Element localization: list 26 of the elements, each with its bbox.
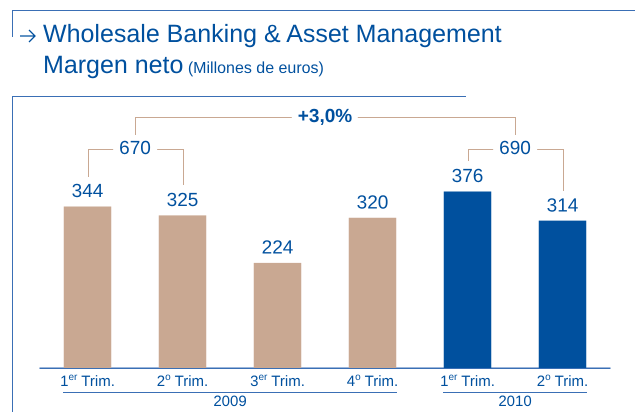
chart-subtitle: Margen neto (43, 51, 184, 79)
data-label: 344 (72, 181, 104, 202)
bar (444, 191, 492, 368)
chart-title: Wholesale Banking & Asset Management (43, 19, 502, 49)
x-tick-label: 2$^{o}$ Trim. (156, 372, 208, 390)
text: 690 (493, 138, 537, 160)
x-tick-label: 3$^{er}$ Trim. (250, 372, 305, 390)
text: +3,0% (292, 106, 358, 128)
x-tick-label: 2$^{o}$ Trim. (536, 372, 588, 390)
bar (64, 206, 112, 368)
text: 2010 (498, 393, 532, 410)
bar (348, 218, 396, 368)
x-tick-label: 1$^{er}$ Trim. (60, 372, 115, 390)
data-label: 224 (262, 238, 294, 259)
text: 670 (113, 138, 157, 160)
bar (538, 220, 586, 368)
data-label: 376 (452, 166, 484, 188)
bar (158, 215, 206, 368)
data-label: 320 (356, 192, 388, 214)
data-label: 314 (546, 195, 579, 216)
bar (254, 262, 302, 368)
data-label: 325 (166, 190, 198, 212)
x-tick-label: 4$^{o}$ Trim. (346, 372, 398, 390)
text: (Millones de euros) (188, 60, 324, 77)
x-tick-label: 1$^{er}$ Trim. (440, 372, 495, 390)
text: 2009 (213, 393, 247, 410)
